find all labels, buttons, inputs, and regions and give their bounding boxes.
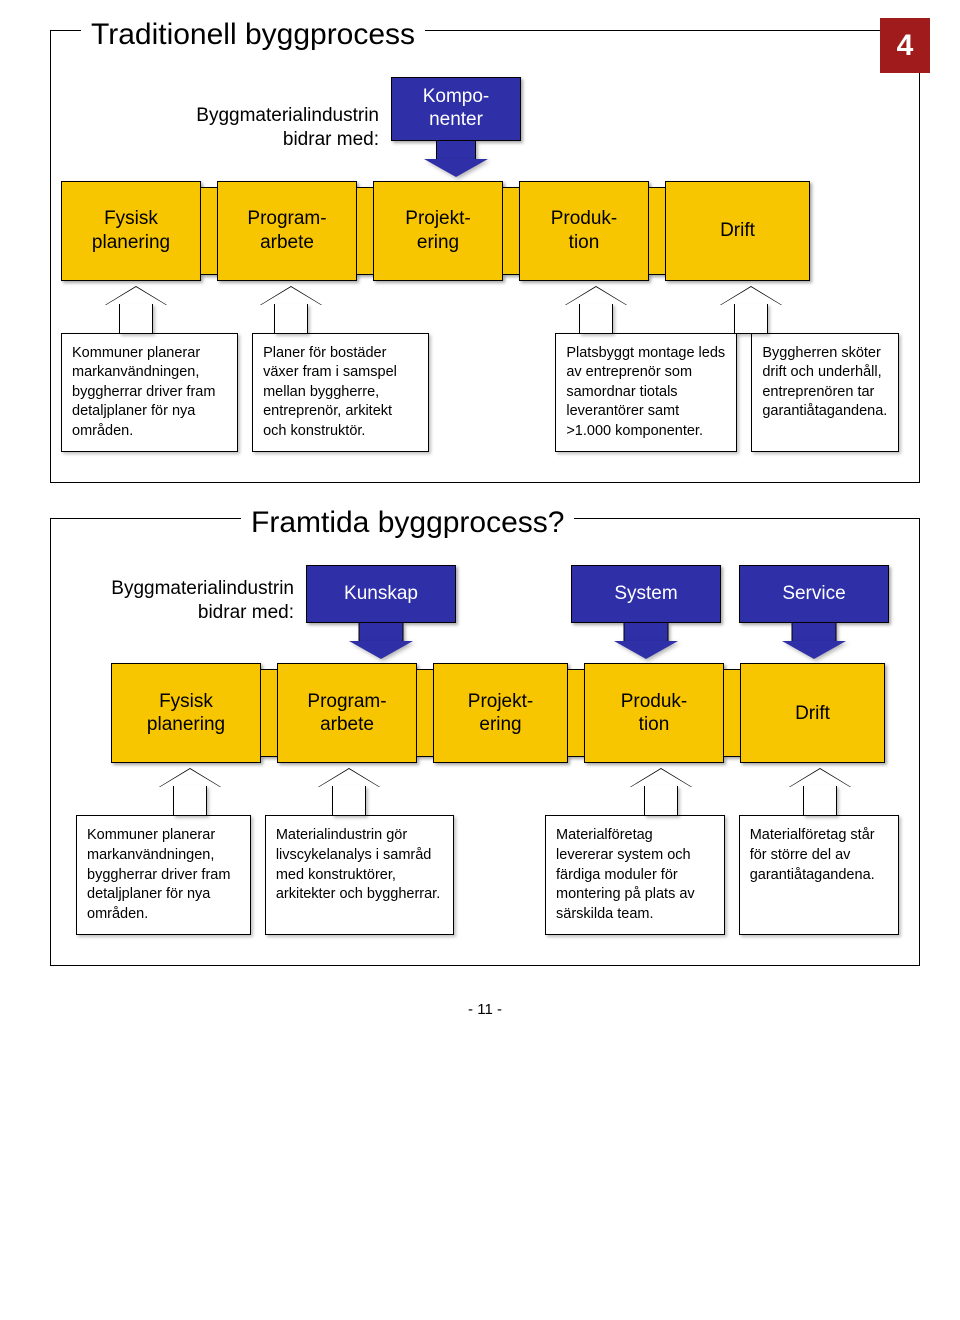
desc-box: Platsbyggt montage leds av entreprenör s… — [555, 333, 737, 453]
desc-row-2: Kommuner planerar markanvändningen, bygg… — [76, 815, 899, 935]
page-footer: - 11 - — [50, 1001, 920, 1018]
desc-box: Materialföretag levererar system och fär… — [545, 815, 725, 935]
proc-projektering: Projekt- ering — [433, 663, 568, 763]
proc-sep — [356, 187, 374, 275]
up-arrow-icon — [582, 769, 741, 817]
blue-input-komponenter: Kompo- nenter — [391, 77, 521, 141]
proc-programarbete: Program- arbete — [277, 663, 417, 763]
process-strip-2: Fysisk planering Program- arbete Projekt… — [111, 663, 899, 763]
down-arrow-icon — [416, 141, 496, 179]
up-arrow-icon — [111, 769, 270, 817]
up-arrow-icon — [740, 769, 899, 817]
up-arrow-row-2 — [111, 769, 899, 817]
proc-sep — [416, 669, 434, 757]
process-strip-1: Fysisk planering Program- arbete Projekt… — [61, 181, 899, 281]
proc-programarbete: Program- arbete — [217, 181, 357, 281]
up-arrow-row-1 — [61, 287, 899, 335]
down-arrow-icon — [601, 623, 691, 661]
panel1-intro: Byggmaterialindustrin bidrar med: — [131, 104, 391, 152]
up-arrow-icon — [211, 287, 371, 335]
proc-sep — [648, 187, 666, 275]
desc-box: Kommuner planerar markanvändningen, bygg… — [61, 333, 238, 453]
proc-fysisk-planering: Fysisk planering — [61, 181, 201, 281]
up-arrow-icon — [521, 287, 671, 335]
proc-sep — [200, 187, 218, 275]
blue-input-kunskap: Kunskap — [306, 565, 456, 623]
up-arrow-icon — [671, 287, 831, 335]
up-arrow-icon — [270, 769, 429, 817]
proc-sep — [260, 669, 278, 757]
panel2-title: Framtida byggprocess? — [241, 506, 574, 540]
desc-box: Byggherren sköter drift och underhåll, e… — [751, 333, 899, 453]
blue-input-system: System — [571, 565, 721, 623]
desc-box: Kommuner planerar markanvändningen, bygg… — [76, 815, 251, 935]
proc-sep — [502, 187, 520, 275]
down-arrow-icon — [769, 623, 859, 661]
proc-produktion: Produk- tion — [584, 663, 724, 763]
proc-sep — [567, 669, 585, 757]
proc-sep — [723, 669, 741, 757]
desc-box: Materialföretag står för större del av g… — [739, 815, 899, 935]
proc-fysisk-planering: Fysisk planering — [111, 663, 261, 763]
desc-row-1: Kommuner planerar markanvändningen, bygg… — [61, 333, 899, 453]
proc-drift: Drift — [665, 181, 810, 281]
blue-input-service: Service — [739, 565, 889, 623]
proc-produktion: Produk- tion — [519, 181, 649, 281]
proc-drift: Drift — [740, 663, 885, 763]
desc-box: Planer för bostäder växer fram i samspel… — [252, 333, 429, 453]
panel1-title: Traditionell byggprocess — [81, 18, 425, 52]
panel-traditionell: Traditionell byggprocess Byggmaterialind… — [50, 30, 920, 483]
desc-box: Materialindustrin gör livscykelanalys i … — [265, 815, 454, 935]
page-number-badge: 4 — [880, 18, 930, 73]
down-arrow-icon — [336, 623, 426, 661]
panel-framtida: Framtida byggprocess? Byggmaterialindust… — [50, 518, 920, 966]
panel2-intro: Byggmaterialindustrin bidrar med: — [41, 565, 306, 625]
proc-projektering: Projekt- ering — [373, 181, 503, 281]
up-arrow-icon — [61, 287, 211, 335]
